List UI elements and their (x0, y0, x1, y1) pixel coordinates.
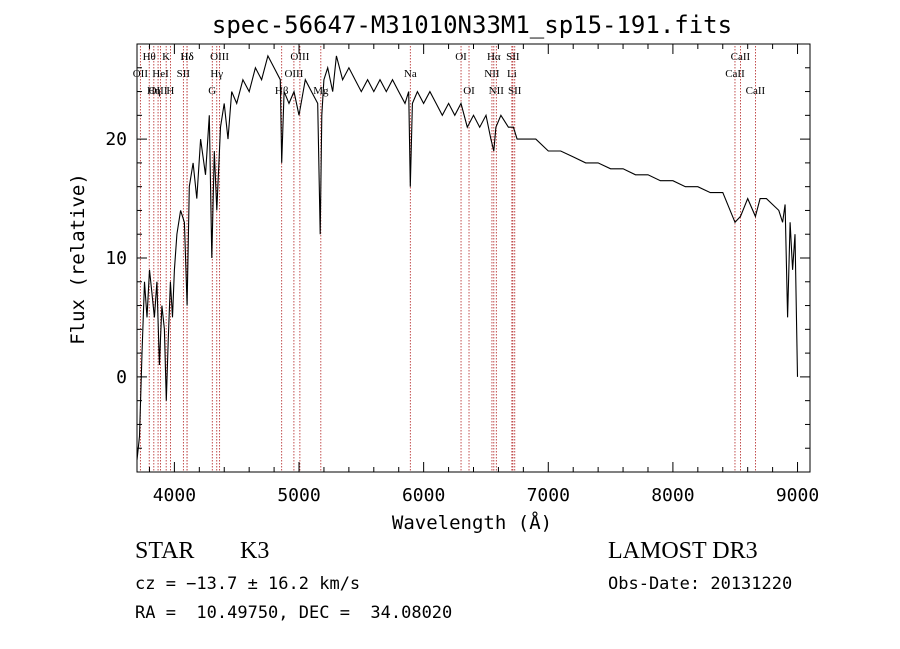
line-label-hδ: Hδ (181, 51, 194, 63)
line-label-nii: NII (484, 68, 500, 80)
redshift-velocity: cz = −13.7 ± 16.2 km/s (135, 574, 361, 594)
line-label-oiii: OIII (284, 68, 303, 80)
line-label-sii: SII (177, 68, 191, 80)
object-class: STAR (135, 538, 195, 564)
line-label-hα: Hα (487, 51, 501, 63)
x-tick-label: 6000 (402, 485, 445, 506)
line-label-sii: SII (508, 85, 522, 97)
line-label-oiii: OIII (290, 51, 309, 63)
x-tick-label: 5000 (277, 485, 320, 506)
line-label-g: G (208, 85, 216, 97)
line-label-li: Li (507, 68, 517, 80)
line-label-oi: OI (455, 51, 467, 63)
x-tick-label: 7000 (527, 485, 570, 506)
plot-frame (136, 43, 811, 473)
coordinates: RA = 10.49750, DEC = 34.08020 (135, 603, 453, 623)
x-tick-label: 8000 (651, 485, 694, 506)
line-label-caii: CaII (746, 85, 766, 97)
line-label-oiii: OIII (210, 51, 229, 63)
x-tick-label: 4000 (153, 485, 196, 506)
line-label-nii: NII (489, 85, 505, 97)
chart-title: spec-56647-M31010N33M1_sp15-191.fits (212, 11, 732, 39)
x-axis-label: Wavelength (Å) (392, 511, 552, 534)
y-axis-label: Flux (relative) (67, 173, 89, 345)
y-axis-ticks: 0 10 20 (105, 67, 810, 449)
line-label-na: Na (404, 68, 417, 80)
survey-name: LAMOST DR3 (608, 538, 758, 564)
line-label-hδ: Hδ (181, 51, 194, 63)
line-label-hβ: Hβ (275, 85, 289, 97)
line-label-sii: SII (506, 51, 520, 63)
observation-date: Obs-Date: 20131220 (608, 574, 793, 594)
line-label-hγ: Hγ (210, 68, 223, 80)
line-label-oii: OII (133, 68, 149, 80)
y-tick-label: 20 (105, 129, 127, 150)
line-label-h: H (166, 85, 174, 97)
line-label-oiii: OIII (149, 85, 168, 97)
line-label-caii: CaII (725, 68, 745, 80)
line-label-hθ: Hθ (143, 51, 156, 63)
x-tick-label: 9000 (776, 485, 819, 506)
line-label-hei: HeI (152, 68, 169, 80)
spectral-line-markers (139, 46, 756, 471)
spectrum-line (136, 54, 799, 461)
y-tick-label: 10 (105, 248, 127, 269)
line-label-hη: Hη (147, 85, 161, 97)
y-tick-label: 0 (116, 367, 127, 388)
line-label-caii: CaII (731, 51, 751, 63)
line-label-mg: Mg (313, 85, 329, 97)
line-label-oi: OI (463, 85, 475, 97)
object-subclass: K3 (240, 538, 270, 564)
x-axis-ticks: 4000 5000 6000 7000 8000 9000 (148, 44, 819, 506)
line-label-k: K (162, 51, 170, 63)
